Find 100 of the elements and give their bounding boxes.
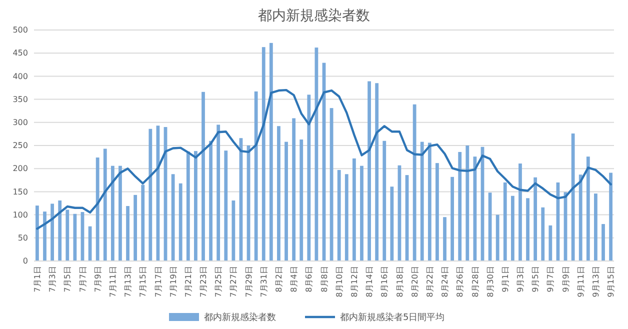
bar bbox=[473, 156, 477, 261]
y-tick-label: 300 bbox=[12, 118, 28, 127]
x-tick-label: 7月19日 bbox=[168, 266, 178, 298]
bar bbox=[510, 196, 514, 261]
x-tick-label: 7月27日 bbox=[229, 266, 238, 298]
x-tick-label: 8月2日 bbox=[274, 266, 284, 292]
bar bbox=[118, 166, 122, 261]
x-tick-label: 9月5日 bbox=[531, 266, 540, 292]
bar bbox=[43, 212, 46, 261]
bar bbox=[262, 47, 266, 261]
line-series bbox=[36, 88, 612, 230]
chart-title: 都内新規感染者数 bbox=[258, 8, 370, 24]
bar bbox=[586, 156, 590, 261]
bar bbox=[594, 194, 598, 261]
x-tick-label: 9月11日 bbox=[576, 266, 586, 298]
x-tick-label: 7月7日 bbox=[78, 266, 88, 292]
x-tick-label: 9月13日 bbox=[592, 266, 600, 298]
x-tick-label: 9月9日 bbox=[561, 266, 570, 292]
bar bbox=[609, 172, 612, 261]
bar bbox=[141, 184, 145, 261]
bar bbox=[284, 142, 288, 261]
bar bbox=[224, 150, 228, 261]
x-tick-label: 7月11日 bbox=[108, 266, 118, 298]
x-tick-label: 9月1日 bbox=[500, 266, 510, 292]
bar bbox=[148, 128, 152, 261]
x-tick-label: 8月6日 bbox=[304, 266, 314, 292]
bar bbox=[534, 177, 538, 261]
bar bbox=[436, 163, 439, 261]
bar bbox=[73, 214, 77, 261]
bar bbox=[450, 176, 454, 261]
bar bbox=[602, 224, 605, 261]
x-tick-label: 8月16日 bbox=[380, 266, 390, 298]
bar bbox=[277, 126, 280, 261]
x-tick-label: 7月3日 bbox=[48, 266, 58, 292]
bar bbox=[368, 81, 371, 261]
bar bbox=[420, 142, 424, 261]
x-tick-label: 8月12日 bbox=[350, 266, 359, 298]
bar bbox=[466, 146, 470, 261]
bar bbox=[209, 140, 212, 261]
bar bbox=[126, 206, 130, 261]
y-tick-label: 350 bbox=[12, 94, 28, 104]
bar bbox=[578, 174, 582, 261]
x-tick-label: 7月9日 bbox=[93, 266, 102, 292]
x-tick-label: 7月31日 bbox=[259, 266, 268, 298]
x-tick-label: 9月3日 bbox=[516, 266, 526, 292]
x-tick-label: 7月21日 bbox=[184, 266, 193, 298]
bar bbox=[360, 166, 364, 261]
bar bbox=[36, 206, 39, 261]
x-tick-label: 8月24日 bbox=[440, 266, 450, 298]
bar bbox=[503, 182, 507, 261]
y-tick-label: 0 bbox=[22, 256, 28, 266]
bar bbox=[541, 207, 545, 261]
y-tick-label: 400 bbox=[12, 72, 28, 81]
bar bbox=[390, 186, 394, 261]
x-tick-label: 8月20日 bbox=[410, 266, 420, 298]
bar bbox=[307, 94, 311, 261]
x-tick-label: 7月23日 bbox=[199, 266, 208, 298]
x-tick-label: 8月4日 bbox=[290, 266, 299, 292]
bar bbox=[216, 124, 220, 261]
bar bbox=[496, 214, 500, 261]
y-tick-label: 450 bbox=[12, 48, 28, 58]
x-tick-label: 8月10日 bbox=[334, 266, 344, 298]
bar bbox=[186, 152, 190, 261]
bar bbox=[571, 133, 575, 261]
x-tick-label: 7月1日 bbox=[33, 266, 42, 292]
bar bbox=[458, 152, 462, 261]
bar bbox=[254, 91, 258, 261]
bar bbox=[66, 210, 70, 261]
y-tick-label: 200 bbox=[12, 164, 28, 174]
x-tick-label: 7月13日 bbox=[124, 266, 133, 298]
x-tick-label: 7月15日 bbox=[138, 266, 148, 298]
bar bbox=[96, 158, 100, 261]
x-tick-label: 8月22日 bbox=[425, 266, 434, 298]
legend-label: 都内新規感染者5日間平均 bbox=[340, 312, 445, 324]
bar bbox=[171, 174, 175, 261]
bar bbox=[50, 204, 54, 261]
bar bbox=[526, 198, 530, 261]
bar bbox=[300, 139, 304, 261]
bar bbox=[375, 83, 379, 261]
x-tick-label: 8月26日 bbox=[456, 266, 465, 298]
y-tick-label: 100 bbox=[12, 210, 28, 220]
bar bbox=[548, 225, 552, 261]
bar bbox=[194, 151, 198, 261]
y-tick-label: 50 bbox=[18, 233, 28, 242]
bar bbox=[443, 217, 446, 261]
x-tick-label: 7月5日 bbox=[63, 266, 72, 292]
x-tick-label: 8月8日 bbox=[320, 266, 329, 292]
bar bbox=[382, 140, 386, 261]
x-tick-label: 9月15日 bbox=[606, 266, 616, 298]
bar bbox=[292, 118, 296, 261]
x-tick-label: 9月7日 bbox=[546, 266, 556, 292]
x-tick-label: 8月30日 bbox=[486, 266, 495, 298]
bar bbox=[103, 148, 107, 261]
bar bbox=[337, 170, 341, 261]
bar bbox=[518, 164, 522, 261]
x-tick-label: 7月25日 bbox=[214, 266, 224, 298]
x-tick-label: 8月28日 bbox=[470, 266, 480, 298]
bar bbox=[412, 104, 416, 261]
bar bbox=[58, 200, 62, 261]
bar bbox=[344, 174, 348, 261]
